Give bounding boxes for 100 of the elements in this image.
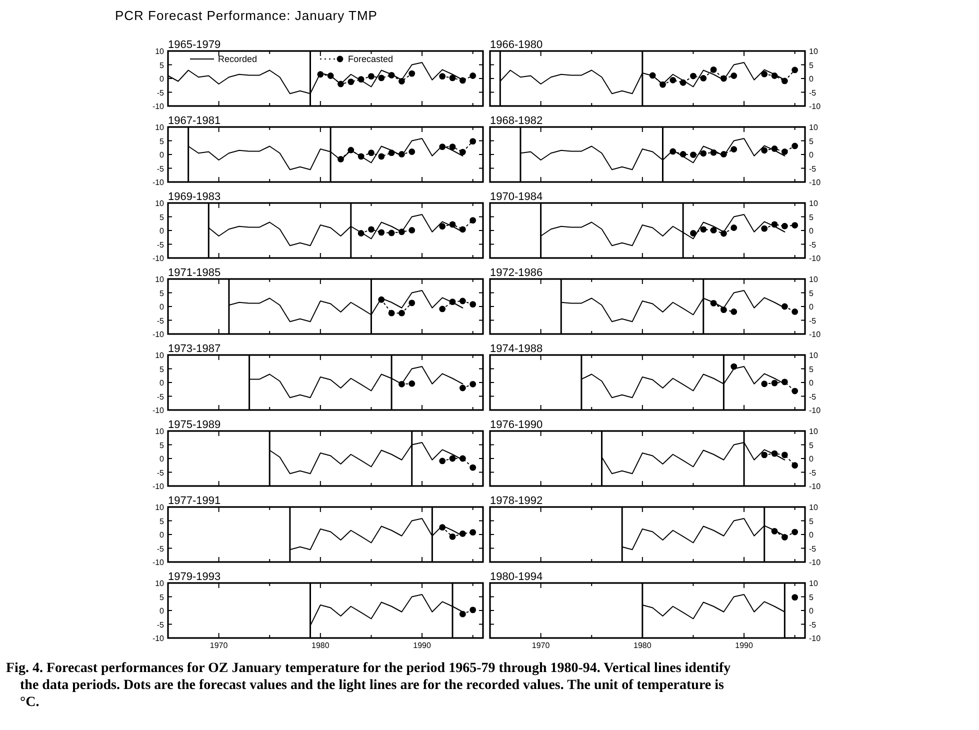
point (781, 148, 788, 155)
point (439, 144, 446, 150)
y-tick-label: 0 (809, 454, 814, 464)
y-tick-label: -10 (809, 482, 822, 491)
point (761, 70, 768, 78)
point (781, 378, 788, 386)
x-tick-label: 1970 (210, 641, 228, 650)
point (690, 152, 696, 158)
chart-title: 1977-1991 (168, 495, 221, 507)
point (700, 150, 707, 157)
point (317, 71, 324, 78)
y-tick-label: -10 (152, 482, 165, 491)
point (439, 73, 446, 80)
chart-title: 1978-1992 (490, 495, 543, 507)
y-tick-label: -10 (152, 178, 165, 187)
chart-title: 1967-1981 (168, 115, 221, 127)
x-tick-label: 1980 (634, 641, 652, 650)
y-tick-label: 0 (160, 606, 165, 616)
point (459, 148, 466, 156)
point (388, 150, 395, 156)
point (378, 296, 385, 303)
y-tick-label: -10 (809, 330, 822, 339)
chart-title: 1975-1989 (168, 419, 221, 431)
point (348, 78, 354, 85)
y-tick-label: 0 (160, 530, 165, 540)
point (720, 75, 727, 82)
point (781, 303, 788, 310)
point (459, 298, 466, 304)
point (470, 138, 476, 144)
point (449, 298, 456, 306)
point (792, 308, 798, 315)
y-tick-label: -5 (809, 316, 817, 326)
y-tick-label: -10 (152, 330, 165, 339)
point (700, 75, 707, 82)
y-tick-label: 10 (809, 503, 818, 512)
point (439, 306, 446, 312)
point (660, 81, 666, 88)
chart-title: 1966-1980 (490, 39, 543, 51)
y-tick-label: -5 (809, 468, 817, 478)
point (771, 146, 778, 152)
point (408, 148, 416, 155)
point (470, 529, 476, 536)
point (730, 363, 738, 370)
y-tick-label: -5 (156, 544, 165, 554)
y-tick-label: 10 (809, 123, 818, 132)
y-tick-label: -5 (809, 544, 817, 554)
point (670, 148, 676, 155)
point (470, 301, 476, 308)
y-tick-label: 10 (155, 123, 165, 132)
chart-title: 1969-1983 (168, 191, 221, 203)
point (398, 310, 405, 316)
y-tick-label: -5 (156, 164, 165, 174)
chart-title: 1970-1984 (490, 191, 543, 203)
chart-title: 1979-1993 (168, 571, 221, 583)
point (470, 217, 476, 224)
y-tick-label: 10 (155, 47, 165, 56)
y-tick-label: -10 (809, 254, 822, 263)
y-tick-label: -10 (152, 634, 165, 643)
point (771, 450, 778, 457)
y-tick-label: 10 (155, 579, 165, 588)
y-tick-label: -5 (809, 620, 817, 630)
point (792, 66, 798, 74)
y-tick-label: -5 (809, 240, 817, 250)
y-tick-label: 5 (809, 592, 814, 602)
point (781, 78, 788, 84)
y-tick-label: -5 (809, 392, 817, 402)
point (459, 530, 466, 537)
point (720, 230, 727, 237)
y-tick-label: 10 (155, 275, 165, 284)
y-tick-label: 10 (809, 275, 818, 284)
y-tick-label: -5 (156, 240, 165, 250)
point (792, 388, 798, 394)
x-tick-label: 1980 (312, 641, 330, 650)
y-tick-label: 5 (160, 592, 165, 602)
point (368, 226, 374, 233)
y-tick-label: -5 (156, 88, 165, 98)
y-tick-label: 0 (160, 454, 165, 464)
y-tick-label: 5 (809, 516, 814, 526)
y-tick-label: 0 (160, 302, 165, 312)
point (720, 151, 727, 158)
y-tick-label: 5 (160, 364, 165, 374)
point (378, 229, 385, 236)
point (771, 380, 778, 386)
point (470, 464, 476, 471)
point (781, 452, 788, 458)
y-tick-label: 0 (160, 150, 165, 160)
y-tick-label: -10 (152, 406, 165, 415)
point (680, 79, 686, 86)
point (459, 455, 466, 462)
point (710, 300, 717, 306)
point (378, 74, 385, 82)
y-tick-label: -10 (152, 254, 165, 263)
y-tick-label: 0 (160, 74, 165, 84)
y-tick-label: 5 (809, 440, 814, 450)
point (761, 452, 768, 458)
point (408, 70, 416, 77)
y-tick-label: -5 (156, 620, 165, 630)
point (710, 227, 717, 234)
y-tick-label: 10 (809, 427, 818, 436)
point (449, 144, 456, 150)
